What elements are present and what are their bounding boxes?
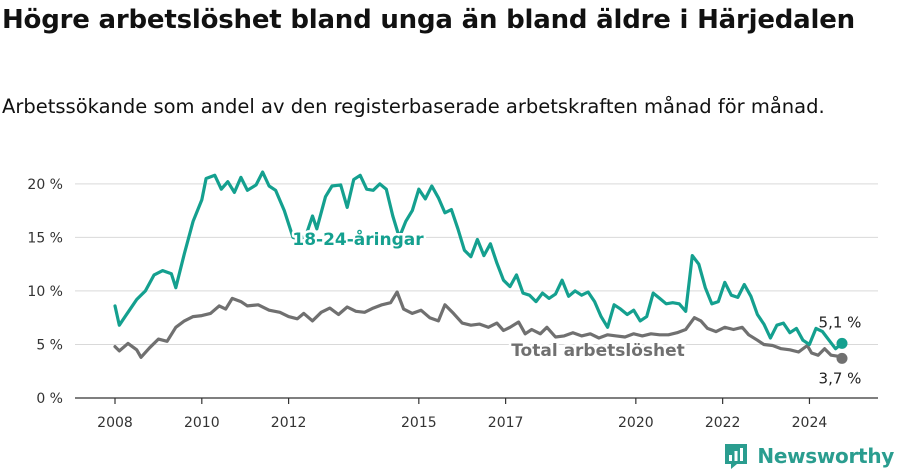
x-tick-label: 2012 (271, 415, 307, 431)
gridlines (75, 183, 878, 345)
series-lines (113, 170, 848, 364)
y-tick-label: 10 % (27, 284, 63, 300)
series-line-youth (113, 170, 844, 351)
y-axis-ticks: 0 % 5 % 10 % 15 % 20 % (27, 177, 63, 407)
series-line-total (113, 290, 844, 360)
series-annotation-youth-halo: 18-24-åringar (292, 228, 424, 250)
y-tick-label: 20 % (27, 177, 63, 193)
y-tick-label: 5 % (36, 337, 63, 353)
x-tick-label: 2015 (401, 415, 437, 431)
series-annotation-youth: 18-24-åringar (292, 228, 424, 250)
y-tick-label: 0 % (36, 391, 63, 407)
newsworthy-logo: Newsworthy (723, 441, 894, 471)
x-tick-label: 2008 (97, 415, 133, 431)
x-tick-label: 2010 (184, 415, 220, 431)
chart-subtitle: Arbetssökande som andel av den registerb… (2, 95, 825, 118)
x-tick-label: 2020 (618, 415, 654, 431)
y-tick-label: 15 % (27, 230, 63, 246)
series-end-point-total (836, 352, 848, 364)
x-tick-label: 2024 (792, 415, 828, 431)
x-tick-label: 2017 (488, 415, 524, 431)
newsworthy-logo-icon (725, 444, 748, 469)
series-end-point-youth (836, 337, 848, 349)
series-annotation-total: Total arbetslöshet (511, 341, 685, 361)
chart-title: Högre arbetslöshet bland unga än bland ä… (2, 5, 855, 35)
brand-name: Newsworthy (757, 444, 894, 468)
x-axis: 2008 2010 2012 2015 2017 2020 2022 2024 (75, 397, 878, 431)
end-value-label-total: 3,7 % (819, 369, 862, 387)
end-value-label-youth: 5,1 % (819, 313, 862, 331)
series-labels: 5,1 %3,7 %18-24-åringar18-24-åringarTota… (290, 226, 862, 388)
x-tick-label: 2022 (705, 415, 741, 431)
series-annotation-total-halo: Total arbetslöshet (511, 341, 685, 361)
